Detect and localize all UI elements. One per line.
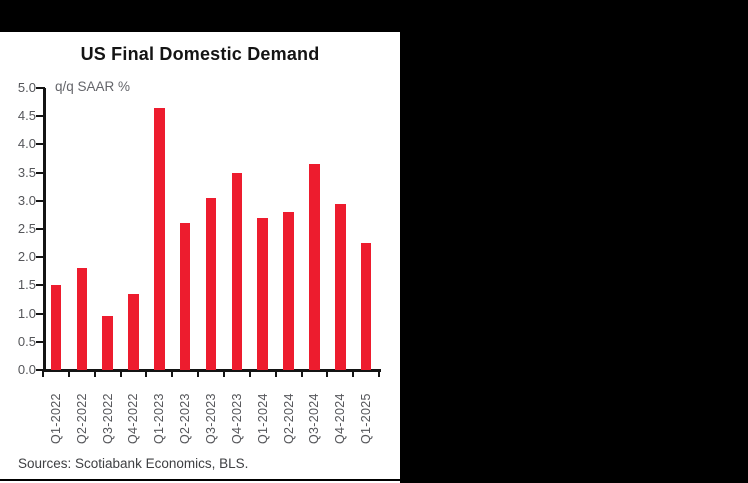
- bar: [76, 268, 88, 370]
- y-tick-label: 5.0: [17, 80, 36, 95]
- bar: [283, 212, 294, 370]
- plot-area: 0.0 0.5 1.0 1.5 2.0 2.5 3.0 3.5 4.0 4.5 5.0 Q1-2022…: [0, 32, 400, 483]
- x-axis-label: Q2-2024: [281, 393, 296, 444]
- x-axis-label: Q3-2023: [204, 393, 219, 444]
- x-axis-label: Q3-2022: [100, 393, 115, 444]
- x-tick: [197, 371, 200, 377]
- bar: [335, 203, 346, 370]
- x-tick: [145, 371, 148, 377]
- bar: [50, 285, 62, 370]
- y-tick-label: 1.5: [17, 277, 36, 293]
- x-tick: [274, 371, 277, 377]
- bar: [360, 243, 372, 370]
- y-tick: [36, 87, 45, 89]
- bar: [179, 223, 191, 370]
- bar: [231, 172, 243, 370]
- x-tick: [326, 371, 329, 377]
- y-tick: [36, 199, 45, 202]
- bar: [205, 197, 217, 370]
- x-tick: [42, 371, 44, 377]
- y-tick-label: 1.0: [17, 305, 36, 321]
- x-tick: [67, 371, 70, 377]
- x-tick: [93, 371, 96, 377]
- y-tick: [36, 312, 45, 315]
- bar: [257, 217, 268, 370]
- y-axis-unit-label: q/q SAAR %: [55, 79, 131, 94]
- x-tick: [222, 371, 225, 377]
- chart-panel: 0.0 0.5 1.0 1.5 2.0 2.5 3.0 3.5 4.0 4.5 5.0 Q1-2022…: [0, 32, 400, 483]
- bottom-rule: [0, 479, 400, 481]
- y-tick: [36, 143, 45, 146]
- x-tick: [352, 371, 355, 377]
- x-axis-label: Q1-2023: [152, 393, 167, 444]
- y-tick-label: 4.0: [17, 136, 36, 152]
- x-axis-label: Q1-2024: [255, 393, 270, 444]
- y-tick-label: 2.5: [17, 221, 36, 236]
- y-tick: [36, 369, 45, 371]
- y-axis-line: [43, 88, 46, 372]
- y-tick-label: 3.5: [17, 164, 36, 180]
- y-tick-label: 3.0: [17, 192, 36, 208]
- x-axis-label: Q2-2023: [178, 393, 193, 444]
- y-tick-label: 2.0: [17, 249, 36, 265]
- y-tick: [36, 171, 45, 174]
- x-tick: [171, 371, 174, 377]
- x-axis-label: Q4-2024: [333, 393, 348, 444]
- source-note: Sources: Scotiabank Economics, BLS.: [18, 456, 249, 471]
- x-axis-line: [43, 369, 381, 372]
- y-tick: [36, 228, 45, 230]
- y-tick: [36, 284, 45, 287]
- x-axis-label: Q3-2024: [307, 393, 322, 444]
- x-axis-label: Q2-2022: [74, 393, 89, 444]
- bar: [102, 316, 113, 370]
- x-tick: [378, 371, 381, 377]
- y-tick-label: 0.0: [17, 362, 36, 377]
- x-tick: [119, 371, 122, 377]
- bar: [309, 164, 320, 370]
- y-tick-label: 0.5: [17, 333, 36, 349]
- x-axis-label: Q4-2023: [229, 393, 244, 444]
- y-tick: [36, 115, 45, 118]
- y-tick: [36, 340, 45, 343]
- x-tick: [248, 371, 251, 377]
- y-tick: [36, 256, 45, 259]
- bar: [128, 293, 139, 370]
- x-tick: [300, 371, 303, 377]
- x-axis-label: Q1-2022: [48, 393, 63, 444]
- chart-title: US Final Domestic Demand: [80, 44, 320, 64]
- x-axis-label: Q4-2022: [126, 393, 141, 444]
- bar: [154, 107, 165, 370]
- y-tick-label: 4.5: [17, 108, 36, 124]
- x-axis-label: Q1-2025: [359, 393, 374, 444]
